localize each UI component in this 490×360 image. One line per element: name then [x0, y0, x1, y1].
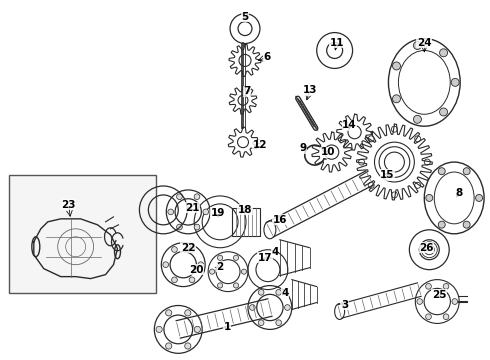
Circle shape	[426, 283, 431, 289]
Text: 9: 9	[299, 143, 306, 153]
Circle shape	[172, 247, 177, 252]
Circle shape	[463, 221, 470, 228]
Circle shape	[166, 310, 172, 316]
Text: 23: 23	[61, 200, 76, 210]
Circle shape	[194, 224, 200, 230]
Text: 22: 22	[181, 243, 196, 253]
Circle shape	[392, 126, 397, 132]
Circle shape	[440, 49, 447, 57]
Text: 17: 17	[258, 253, 272, 263]
Circle shape	[392, 95, 400, 103]
Circle shape	[440, 108, 447, 116]
Text: 13: 13	[302, 85, 317, 95]
Circle shape	[452, 299, 458, 304]
Circle shape	[276, 289, 282, 295]
Circle shape	[194, 194, 200, 199]
Circle shape	[210, 269, 215, 274]
Text: 15: 15	[380, 170, 395, 180]
Text: 6: 6	[263, 53, 270, 63]
Circle shape	[176, 224, 182, 230]
Circle shape	[438, 221, 445, 228]
Circle shape	[218, 283, 222, 288]
Circle shape	[368, 182, 374, 188]
Circle shape	[176, 194, 182, 199]
Text: 4: 4	[271, 247, 279, 257]
Circle shape	[258, 289, 264, 295]
Circle shape	[443, 314, 449, 320]
Circle shape	[172, 277, 177, 283]
Circle shape	[156, 326, 162, 333]
Circle shape	[218, 255, 222, 260]
Circle shape	[233, 255, 239, 260]
Circle shape	[368, 136, 374, 142]
Circle shape	[166, 343, 172, 349]
Bar	[9, 175, 156, 293]
Circle shape	[415, 182, 420, 188]
Text: 14: 14	[343, 120, 357, 130]
Circle shape	[249, 305, 255, 310]
Circle shape	[426, 314, 431, 320]
Text: 12: 12	[253, 140, 267, 150]
Text: 20: 20	[189, 265, 203, 275]
Text: 26: 26	[419, 243, 434, 253]
Text: 21: 21	[185, 203, 199, 213]
Circle shape	[392, 62, 400, 70]
Circle shape	[203, 209, 209, 215]
Text: 24: 24	[417, 37, 432, 48]
Circle shape	[198, 262, 204, 267]
Text: 5: 5	[242, 12, 248, 22]
Text: 3: 3	[341, 300, 348, 310]
Circle shape	[233, 283, 239, 288]
Bar	[232, 208, 260, 236]
Text: 8: 8	[456, 188, 463, 198]
Text: 10: 10	[320, 147, 335, 157]
Circle shape	[438, 168, 445, 175]
Circle shape	[258, 320, 264, 325]
Circle shape	[426, 194, 433, 201]
Text: 25: 25	[432, 289, 446, 300]
Circle shape	[476, 194, 483, 201]
Text: 1: 1	[223, 323, 231, 332]
Circle shape	[276, 320, 282, 325]
Circle shape	[415, 136, 420, 142]
Circle shape	[359, 159, 365, 165]
Circle shape	[163, 262, 169, 267]
Text: 19: 19	[211, 208, 225, 218]
Text: 2: 2	[217, 262, 224, 272]
Circle shape	[443, 283, 449, 289]
Text: 7: 7	[244, 86, 251, 96]
Circle shape	[414, 41, 421, 49]
Circle shape	[189, 247, 195, 252]
Circle shape	[392, 192, 397, 198]
Text: 18: 18	[238, 205, 252, 215]
Circle shape	[424, 159, 430, 165]
Circle shape	[451, 78, 459, 86]
Circle shape	[463, 168, 470, 175]
Circle shape	[417, 299, 422, 304]
Circle shape	[168, 209, 173, 215]
Text: 4: 4	[281, 288, 289, 298]
Circle shape	[242, 269, 246, 274]
Text: 11: 11	[329, 37, 344, 48]
Circle shape	[185, 310, 191, 316]
Circle shape	[189, 277, 195, 283]
Circle shape	[414, 115, 421, 123]
Circle shape	[194, 326, 200, 333]
Circle shape	[185, 343, 191, 349]
Text: 16: 16	[272, 215, 287, 225]
Circle shape	[285, 305, 290, 310]
